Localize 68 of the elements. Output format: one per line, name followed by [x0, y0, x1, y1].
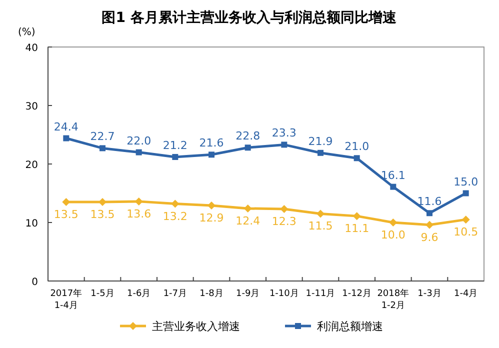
- x-tick-label: 1-12月: [342, 289, 372, 299]
- point: [316, 210, 324, 218]
- point: [462, 190, 469, 196]
- point: [244, 204, 252, 212]
- data-label: 21.0: [344, 140, 370, 154]
- data-label: 21.6: [199, 136, 224, 150]
- point: [134, 197, 143, 206]
- chart-title: 图1 各月累计主营业务收入与利润总额同比增速: [102, 9, 398, 26]
- data-label: 22.0: [126, 134, 152, 148]
- data-label: 22.8: [236, 130, 260, 143]
- data-label: 12.9: [199, 212, 224, 225]
- legend-label: 主营业务收入增速: [152, 320, 240, 333]
- y-axis-title: (%): [18, 27, 36, 38]
- data-label: 23.3: [272, 126, 296, 140]
- data-label: 21.9: [308, 134, 333, 148]
- x-tick-label: 1-10月: [269, 289, 299, 299]
- y-tick-label: 20: [25, 160, 38, 171]
- data-label: 13.5: [90, 208, 115, 222]
- point: [98, 198, 106, 206]
- data-label: 22.7: [90, 130, 115, 144]
- point: [136, 149, 142, 156]
- point: [100, 145, 106, 152]
- x-tick-label: 1-8月: [200, 289, 224, 299]
- data-label: 11.5: [308, 220, 333, 233]
- point: [318, 150, 324, 156]
- legend-label: 利润总额增速: [317, 320, 383, 333]
- data-label: 12.4: [236, 214, 260, 228]
- data-label: 13.5: [54, 208, 78, 222]
- data-label: 21.2: [162, 138, 188, 152]
- point: [171, 200, 180, 208]
- point: [63, 135, 70, 142]
- x-tick-label: 1-9月: [236, 289, 260, 299]
- point: [426, 210, 432, 216]
- x-tick-label: 1-6月: [126, 289, 151, 299]
- point: [462, 216, 470, 224]
- y-tick-label: 30: [25, 102, 38, 112]
- data-label: 13.6: [126, 207, 152, 220]
- point: [208, 152, 214, 158]
- y-tick-label: 0: [32, 277, 38, 288]
- point: [352, 212, 361, 220]
- y-tick-label: 40: [25, 43, 38, 54]
- data-label: 16.1: [380, 168, 406, 182]
- data-label: 12.3: [272, 215, 296, 228]
- data-label: 9.6: [420, 230, 438, 244]
- point: [172, 154, 178, 160]
- point: [280, 205, 288, 214]
- y-tick-label: 10: [25, 218, 38, 230]
- point: [354, 155, 360, 162]
- x-tick-label: 1-7月: [163, 289, 188, 299]
- data-label: 15.0: [454, 175, 478, 188]
- x-tick-label: 2017年 1-4月: [50, 288, 82, 311]
- data-label: 10.0: [380, 228, 406, 242]
- x-tick-label: 2018年 1-2月: [377, 288, 410, 311]
- point: [426, 220, 434, 229]
- data-label: 24.4: [54, 120, 78, 134]
- point: [281, 142, 288, 148]
- point: [208, 202, 216, 210]
- x-tick-label: 1-11月: [306, 289, 336, 299]
- x-tick-label: 1-3月: [418, 289, 442, 299]
- point: [389, 218, 398, 226]
- x-tick-label: 1-4月: [454, 289, 478, 299]
- data-label: 13.2: [162, 210, 188, 223]
- x-tick-label: 1-5月: [90, 289, 114, 299]
- data-label: 11.6: [417, 195, 442, 208]
- data-label: 10.5: [454, 226, 478, 239]
- point: [244, 144, 251, 151]
- point: [390, 184, 396, 190]
- data-label: 11.1: [344, 222, 370, 236]
